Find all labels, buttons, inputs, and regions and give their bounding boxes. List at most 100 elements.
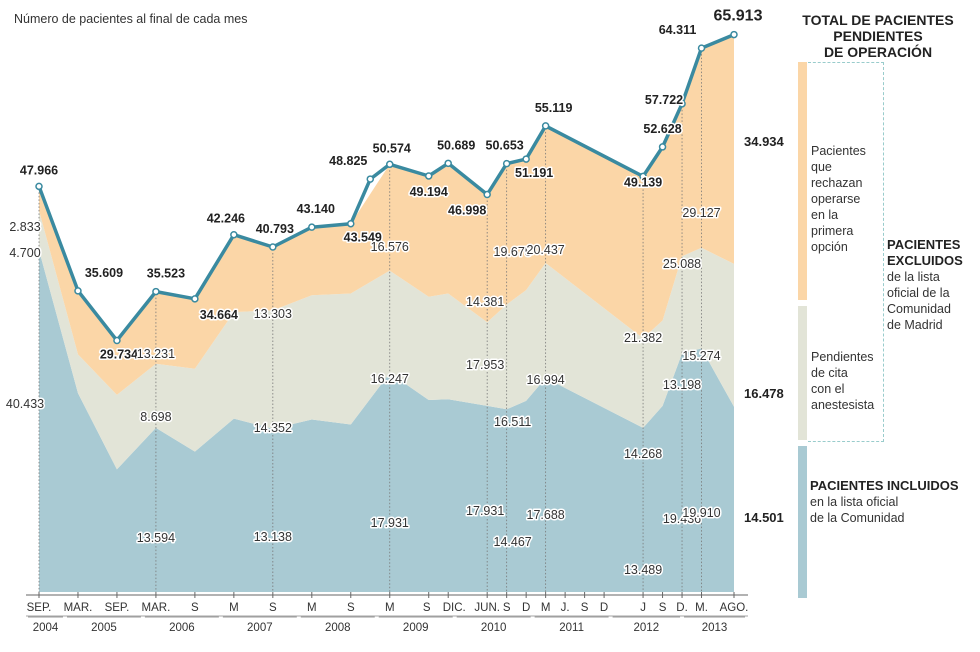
segment-value-label: 14.381 [466, 295, 504, 309]
segment-value-label: 16.247 [371, 372, 409, 386]
x-tick-label: S [191, 602, 199, 614]
x-tick-label: AGO. [720, 602, 749, 614]
x-tick-label: J. [561, 602, 570, 614]
segment-value-label: 15.274 [682, 349, 720, 363]
legend-text-line: de cita [811, 366, 848, 380]
total-value-label: 52.628 [643, 122, 681, 136]
total-point [308, 223, 316, 231]
legend-text-line: con el [811, 382, 845, 396]
legend-text-line: rechazan [811, 176, 863, 190]
x-tick-label: S [659, 602, 667, 614]
year-label: 2008 [325, 622, 351, 634]
segment-value-label: 2.833 [9, 220, 40, 234]
segment-value-label: 14.467 [494, 535, 532, 549]
legend-excluidos-text: de Madrid [887, 318, 943, 332]
segment-value-label: 19.436 [663, 512, 701, 526]
total-point [113, 336, 121, 345]
x-tick-label: SEP. [105, 602, 130, 614]
total-value-label: 51.191 [515, 166, 553, 180]
x-tick-label: JUN. [474, 602, 500, 614]
legend-title-line: DE OPERACIÓN [823, 44, 933, 60]
x-tick-label: MAR. [142, 602, 171, 614]
total-value-label: 47.966 [20, 163, 58, 177]
legend-excluidos-text: oficial de la [887, 286, 950, 300]
segment-value-label: 16.994 [527, 373, 565, 387]
total-point [366, 175, 375, 183]
total-value-label: 48.825 [329, 154, 367, 168]
total-value-label: 42.246 [207, 212, 245, 226]
legend-text-line: primera [811, 224, 854, 238]
segment-value-label: 13.231 [137, 347, 175, 361]
x-tick-label: M [385, 602, 395, 614]
total-value-label: 35.609 [85, 266, 123, 280]
total-point [152, 287, 160, 296]
x-tick-label: M. [695, 602, 708, 614]
year-label: 2005 [91, 622, 117, 634]
segment-value-label: 16.511 [494, 415, 531, 429]
total-point [730, 30, 738, 39]
total-point [483, 190, 491, 199]
legend-cita-text: Pendientes de cita con el anestesista [811, 349, 874, 413]
chart-subtitle: Número de pacientes al final de cada mes [14, 12, 247, 26]
total-value-label: 50.574 [373, 141, 411, 155]
segment-value-label: 13.594 [137, 531, 175, 545]
segment-value-label: 14.268 [624, 447, 662, 461]
year-label: 2004 [33, 622, 59, 634]
segment-value-label: 13.303 [254, 307, 292, 321]
x-tick-label: M [307, 602, 317, 614]
legend-rechazan-value: 34.934 [744, 134, 784, 149]
x-tick-label: M [229, 602, 239, 614]
year-label: 2012 [634, 622, 660, 634]
x-tick-label: J [640, 602, 646, 614]
total-value-label: 49.194 [410, 185, 448, 199]
legend-cita-value: 16.478 [744, 386, 784, 401]
total-point [697, 44, 706, 52]
legend-incluidos-text: de la Comunidad [810, 511, 905, 525]
segment-value-label: 19.910 [682, 506, 720, 520]
legend-text-line: que [811, 160, 832, 174]
legend-excluidos-bracket [808, 62, 884, 442]
year-label: 2009 [403, 622, 429, 634]
total-point [424, 172, 433, 180]
year-label: 2013 [702, 622, 728, 634]
x-tick-label: S [503, 602, 511, 614]
segment-value-label: 13.138 [254, 530, 292, 544]
x-tick-label: MAR. [64, 602, 93, 614]
segment-value-label: 14.352 [254, 421, 292, 435]
year-label: 2010 [481, 622, 507, 634]
legend-text-line: opción [811, 240, 848, 254]
legend-title-line: PENDIENTES [833, 28, 923, 44]
segment-value-label: 25.088 [663, 257, 701, 271]
segment-value-label: 4.700 [9, 246, 40, 260]
year-label: 2007 [247, 622, 273, 634]
segment-value-label: 21.382 [624, 331, 662, 345]
legend-band-rechazan [798, 62, 807, 300]
legend-excluidos: PACIENTES EXCLUIDOS de la lista oficial … [887, 237, 979, 333]
legend-incluidos-value: 14.501 [744, 510, 784, 525]
segment-value-label: 16.576 [371, 240, 409, 254]
legend-rechazan-text: Pacientes que rechazan operarse en la pr… [811, 143, 866, 255]
total-point [269, 243, 277, 251]
legend-text-line: Pacientes [811, 144, 866, 158]
total-value-label: 50.653 [486, 139, 524, 153]
total-value-label: 35.523 [147, 267, 185, 281]
legend-excluidos-heading: PACIENTES [887, 237, 961, 252]
segment-value-label: 17.931 [466, 504, 504, 518]
total-value-label: 43.549 [344, 231, 382, 245]
year-label: 2006 [169, 622, 195, 634]
total-value-label: 50.689 [437, 138, 475, 152]
legend-band-incluidos [798, 446, 807, 598]
area-cita [39, 210, 734, 470]
year-label: 2011 [559, 622, 584, 634]
total-point [502, 159, 511, 168]
segment-value-label: 20.437 [527, 243, 565, 257]
legend-excluidos-text: Comunidad [887, 302, 951, 316]
x-tick-label: S [269, 602, 277, 614]
x-tick-label: D. [676, 602, 688, 614]
x-tick-label: S [347, 602, 355, 614]
legend-incluidos-heading: PACIENTES INCLUIDOS [810, 478, 959, 493]
legend-incluidos-text: en la lista oficial [810, 495, 899, 509]
x-tick-label: S [423, 602, 431, 614]
total-line [37, 32, 735, 343]
